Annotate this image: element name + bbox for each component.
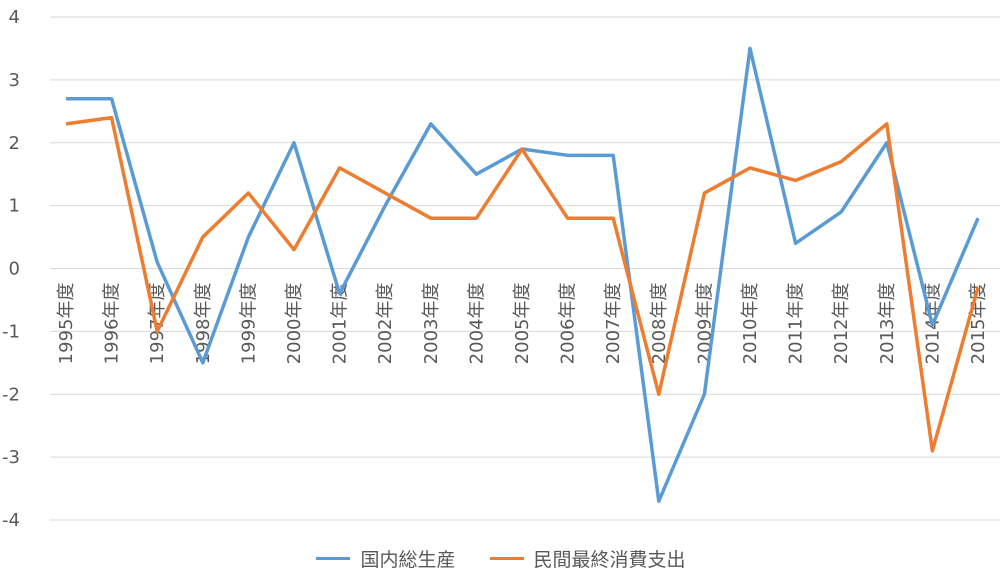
series-line-1 [65,115,980,453]
y-tick-label: 3 [9,70,20,91]
legend-swatch-consumption [489,556,524,560]
legend: 国内総生産 民間最終消費支出 [0,540,1002,576]
gridlines [50,16,1000,521]
x-tick-label: 1999年度 [238,283,259,365]
x-tick-label: 2003年度 [421,283,442,365]
x-tick-label: 2006年度 [558,283,579,365]
x-tick-label: 2004年度 [466,283,487,365]
x-tick-label: 2015年度 [968,283,989,365]
x-tick-label: 2005年度 [512,283,533,365]
x-tick-label: 2008年度 [649,283,670,365]
x-tick-label: 2001年度 [330,283,351,365]
series-line-0 [66,46,980,503]
x-tick-label: 1995年度 [56,283,77,365]
y-tick-label: -3 [2,447,20,468]
y-tick-label: -2 [2,384,20,405]
y-tick-label: 1 [9,196,20,217]
x-tick-label: 1996年度 [102,283,123,365]
y-tick-label: -1 [2,321,20,342]
legend-label-gdp: 国内総生産 [360,548,456,571]
y-tick-label: 0 [9,259,20,280]
x-axis-ticks: 1995年度 1996年度 1997年度 1998年度 1999年度 2000年度 2001… [56,283,989,365]
legend-item-gdp: 国内総生産 [316,545,456,572]
x-tick-label: 2013年度 [877,283,898,365]
y-axis-ticks: 4 3 2 1 0 -1 -2 -3 -4 [2,7,20,531]
y-tick-label: -4 [2,510,20,531]
y-tick-label: 4 [9,7,20,28]
x-tick-label: 2012年度 [831,283,852,365]
legend-swatch-gdp [316,556,351,560]
x-tick-label: 2002年度 [375,283,396,365]
legend-item-consumption: 民間最終消費支出 [489,545,686,572]
y-tick-label: 2 [9,133,20,154]
x-tick-label: 2007年度 [603,283,624,365]
series-lines [65,46,980,503]
x-tick-label: 2010年度 [740,283,761,365]
legend-label-consumption: 民間最終消費支出 [533,548,686,571]
x-tick-label: 2011年度 [786,283,807,365]
x-tick-label: 1998年度 [193,283,214,365]
x-tick-label: 2000年度 [284,283,305,365]
